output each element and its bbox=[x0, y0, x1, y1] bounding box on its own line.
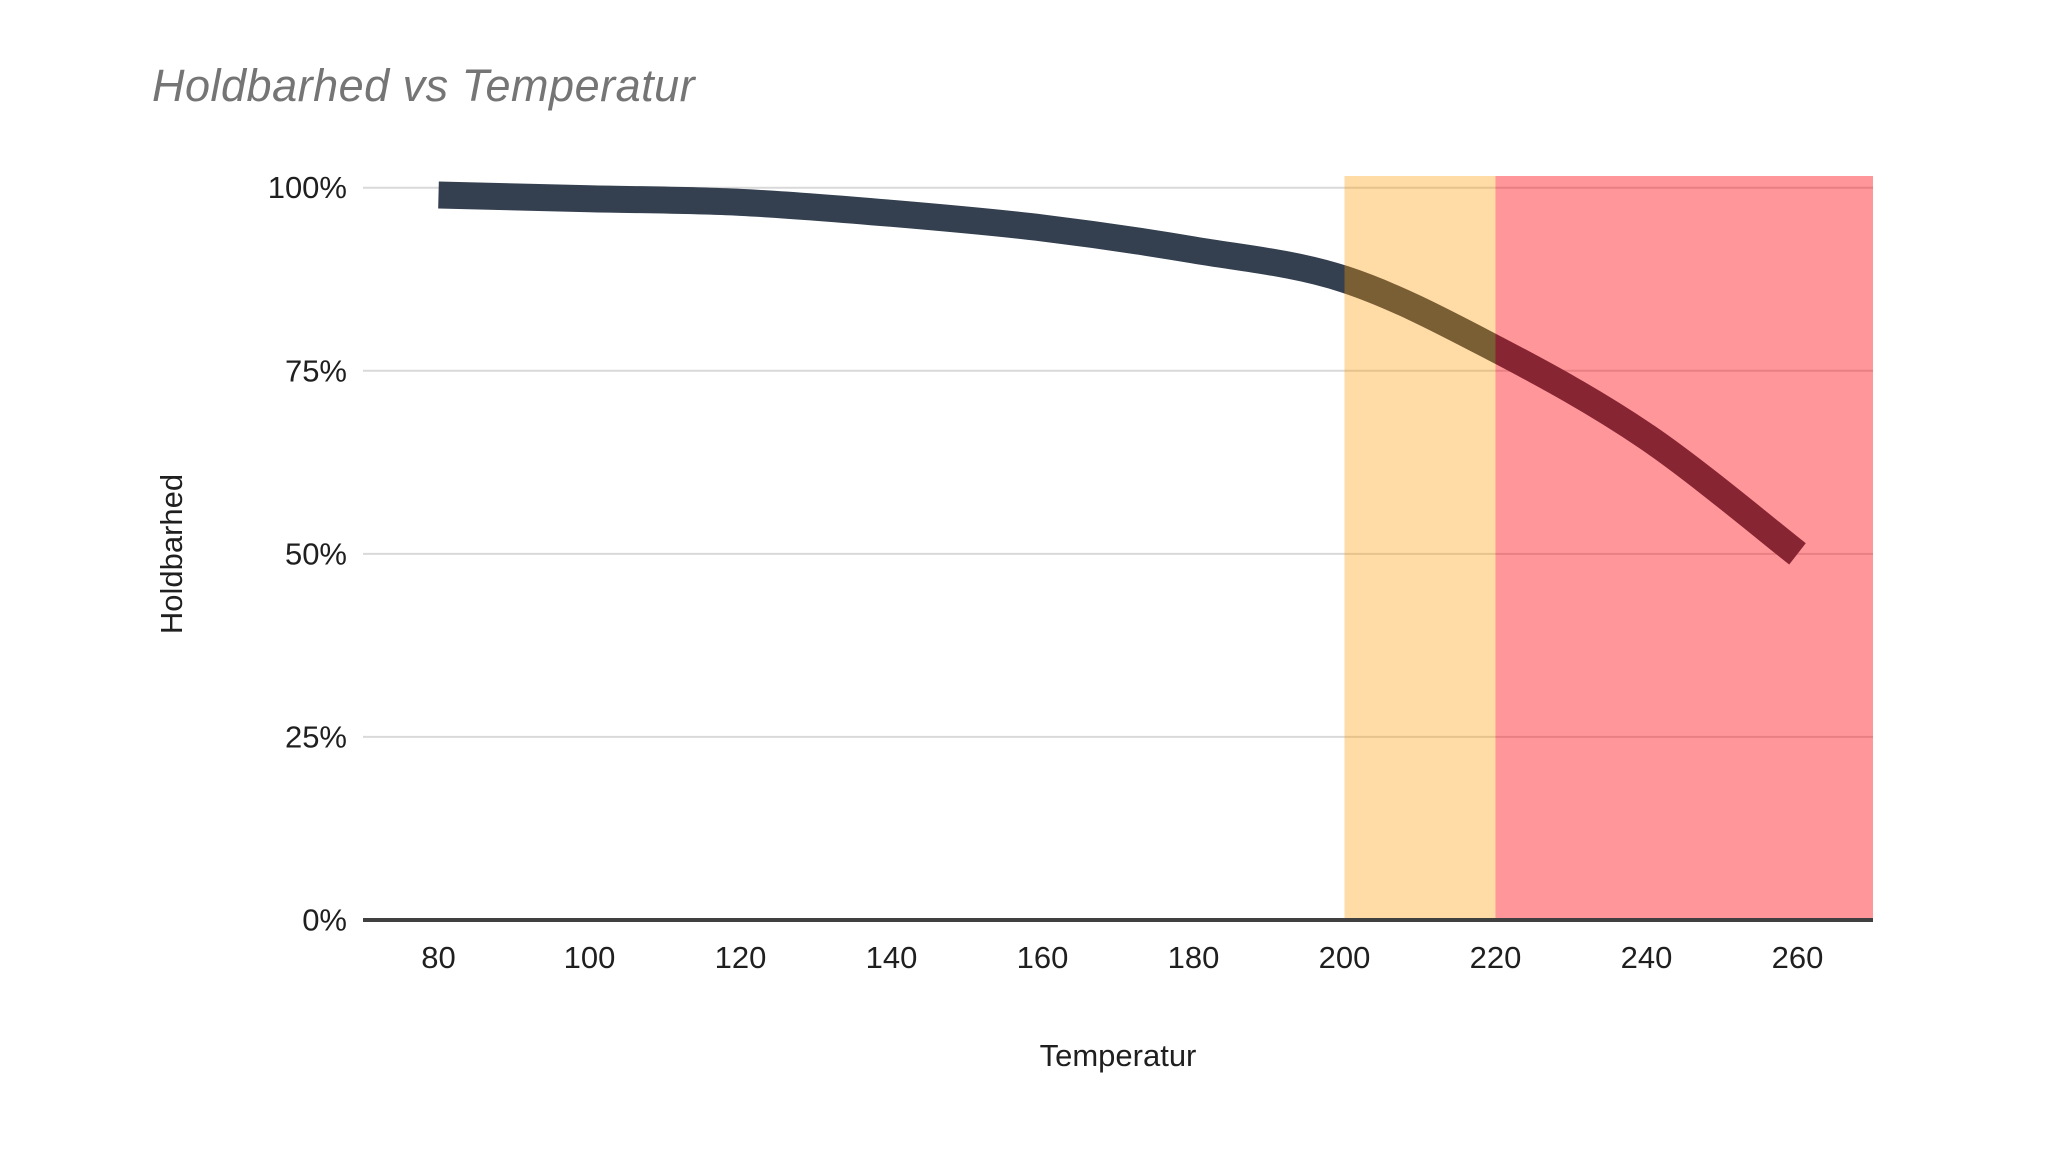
y-tick-label-0%: 0% bbox=[302, 903, 347, 938]
x-axis-title: Temperatur bbox=[1039, 1038, 1197, 1073]
x-tick-label-140: 140 bbox=[866, 940, 918, 975]
x-tick-label-240: 240 bbox=[1621, 940, 1673, 975]
x-tick-label-120: 120 bbox=[715, 940, 767, 975]
y-tick-label-25%: 25% bbox=[285, 719, 347, 754]
y-tick-label-100%: 100% bbox=[268, 170, 347, 205]
chart-title: Holdbarhed vs Temperatur bbox=[152, 60, 696, 111]
danger-zone-band bbox=[1495, 176, 1873, 918]
x-tick-label-80: 80 bbox=[421, 940, 455, 975]
x-tick-label-200: 200 bbox=[1319, 940, 1371, 975]
x-tick-label-260: 260 bbox=[1772, 940, 1824, 975]
y-tick-label-75%: 75% bbox=[285, 353, 347, 388]
y-tick-label-50%: 50% bbox=[285, 536, 347, 571]
series-line-holdbarhed bbox=[438, 181, 1806, 565]
y-axis-title: Holdbarhed bbox=[154, 473, 189, 635]
x-tick-label-100: 100 bbox=[564, 940, 616, 975]
x-tick-label-180: 180 bbox=[1168, 940, 1220, 975]
warning-zone-band bbox=[1344, 176, 1496, 918]
x-tick-label-220: 220 bbox=[1470, 940, 1522, 975]
x-tick-label-160: 160 bbox=[1017, 940, 1069, 975]
